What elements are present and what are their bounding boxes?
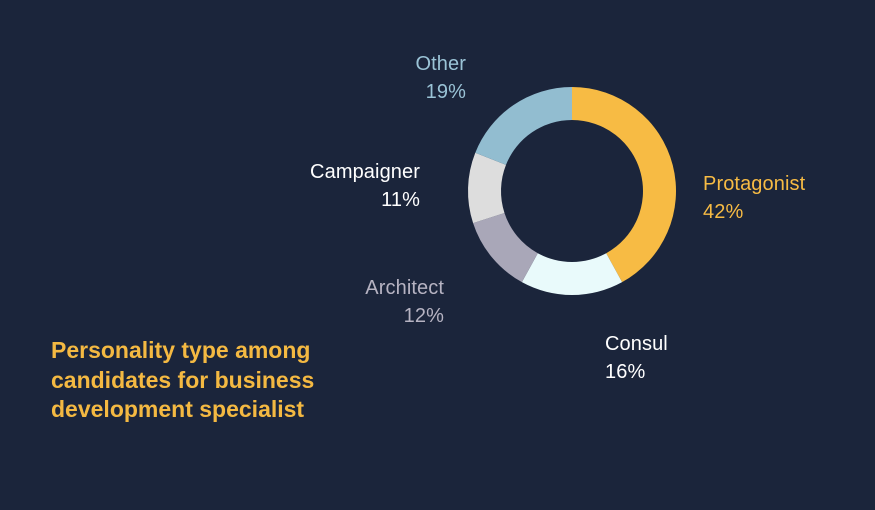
slice-architect [473,212,538,283]
slice-other [475,87,572,165]
slice-label-protagonist: Protagonist 42% [703,170,805,226]
slice-value-consul: 16% [605,361,646,383]
chart-title: Personality type among candidates for bu… [51,337,315,422]
slice-name-consul: Consul [605,333,668,355]
slice-label-other: Other 19% [366,50,466,106]
slice-label-consul: Consul 16% [605,330,668,386]
slice-label-campaigner: Campaigner 11% [260,158,420,214]
slice-name-campaigner: Campaigner [310,161,420,183]
slice-value-campaigner: 11% [381,189,420,211]
slice-name-architect: Architect [365,277,444,299]
slice-name-protagonist: Protagonist [703,173,806,195]
slice-value-protagonist: 42% [703,201,744,223]
slice-consul [521,253,623,296]
slice-campaigner [467,152,506,224]
slice-name-other: Other [415,53,466,75]
slice-value-other: 19% [425,81,466,103]
slice-label-architect: Architect 12% [304,274,444,330]
slice-value-architect: 12% [403,305,444,327]
slice-protagonist [572,87,677,283]
donut-slices [467,87,677,296]
